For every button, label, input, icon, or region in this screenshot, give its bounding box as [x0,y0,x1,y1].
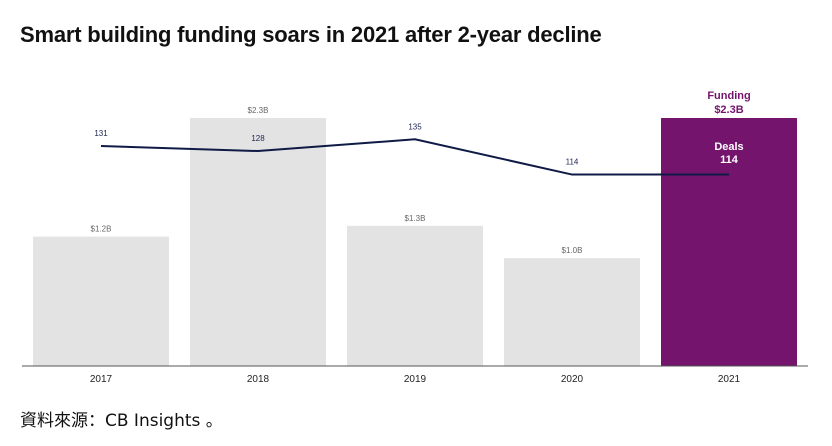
bar-2020 [504,258,640,366]
callout-deals-value: 114 [720,154,739,166]
bar-2019 [347,225,483,366]
deals-label-2020: 114 [566,158,579,167]
x-tick-label-2021: 2021 [718,374,741,385]
bar-2018 [190,118,326,366]
bars-layer [33,118,797,366]
x-tick-label-2019: 2019 [404,374,427,385]
callout-deals-title: Deals [714,141,743,153]
callout-funding-value: $2.3B [714,104,743,116]
x-tick-label-2020: 2020 [561,374,584,385]
x-tick-label-2017: 2017 [90,374,113,385]
funding-label-2019: $1.3B [405,214,426,223]
funding-label-2020: $1.0B [562,246,583,255]
x-tick-label-2018: 2018 [247,374,270,385]
callout-funding-title: Funding [707,90,750,102]
funding-label-2018: $2.3B [248,106,269,115]
deals-label-2018: 128 [251,134,265,143]
bar-2021 [661,118,797,366]
deals-line-layer [100,138,730,176]
deals-label-2019: 135 [408,122,422,131]
funding-label-2017: $1.2B [91,225,112,234]
chart-title: Smart building funding soars in 2021 aft… [20,22,602,47]
source-note: 資料來源：CB Insights 。 [20,411,223,431]
bar-2017 [33,236,169,366]
labels-layer: 2017 $1.2B 131 2018 $2.3B 128 2019 $1.3B 135 2020… [90,106,741,385]
deals-label-2017: 131 [94,129,108,138]
